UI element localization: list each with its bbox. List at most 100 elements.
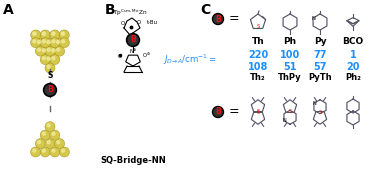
Text: t-Bu: t-Bu (147, 20, 158, 25)
Circle shape (45, 63, 55, 73)
Circle shape (52, 132, 55, 135)
Circle shape (52, 40, 55, 43)
Circle shape (127, 33, 139, 46)
Text: B: B (130, 35, 136, 44)
Circle shape (47, 124, 50, 127)
Circle shape (37, 40, 41, 44)
Circle shape (214, 108, 222, 116)
Circle shape (52, 149, 55, 152)
Circle shape (54, 46, 65, 56)
Text: SQ-Bridge-NN: SQ-Bridge-NN (100, 156, 166, 165)
Circle shape (40, 30, 50, 40)
Circle shape (50, 55, 60, 65)
Text: 100: 100 (280, 50, 300, 60)
Text: Py: Py (314, 37, 326, 46)
Circle shape (52, 57, 55, 60)
Text: A: A (3, 3, 14, 17)
Circle shape (40, 38, 50, 48)
Circle shape (52, 32, 55, 35)
Circle shape (61, 32, 65, 35)
Circle shape (33, 149, 36, 152)
Text: 57: 57 (313, 62, 327, 72)
Text: S: S (47, 71, 53, 80)
Text: B: B (215, 15, 221, 24)
Circle shape (45, 85, 55, 95)
Text: S: S (288, 109, 291, 114)
Circle shape (40, 47, 50, 57)
Text: PyTh: PyTh (308, 73, 332, 82)
Circle shape (59, 38, 70, 48)
Circle shape (50, 30, 60, 40)
Text: N: N (311, 15, 315, 21)
Text: O: O (121, 21, 125, 26)
Circle shape (42, 32, 45, 35)
Circle shape (36, 139, 45, 148)
Text: BCO: BCO (342, 37, 364, 46)
Circle shape (212, 107, 223, 118)
Text: O: O (118, 54, 122, 59)
Circle shape (37, 48, 40, 51)
Circle shape (47, 65, 50, 68)
Text: S: S (47, 86, 53, 94)
Circle shape (47, 48, 50, 51)
Text: 20: 20 (346, 62, 360, 72)
Circle shape (45, 55, 55, 65)
Circle shape (59, 30, 69, 40)
Circle shape (212, 14, 223, 24)
Text: B: B (105, 3, 116, 17)
Text: 51: 51 (283, 62, 297, 72)
Circle shape (36, 46, 45, 56)
Circle shape (36, 38, 45, 48)
Circle shape (40, 147, 50, 157)
Circle shape (45, 139, 55, 148)
Text: $\rm Tp^{Cum,Me}Zn$: $\rm Tp^{Cum,Me}Zn$ (113, 8, 147, 18)
Text: S: S (256, 109, 260, 114)
Text: $J_{D\!\rightarrow\! A}$$/\mathrm{cm}^{-1}=$: $J_{D\!\rightarrow\! A}$$/\mathrm{cm}^{-… (163, 53, 217, 67)
Circle shape (37, 141, 40, 144)
Text: C: C (200, 3, 210, 17)
Circle shape (57, 48, 60, 51)
Text: Ph₂: Ph₂ (345, 73, 361, 82)
Circle shape (52, 49, 55, 52)
Circle shape (40, 130, 50, 140)
Text: S: S (318, 110, 322, 115)
Circle shape (47, 40, 50, 44)
Circle shape (33, 32, 36, 35)
Text: Th₂: Th₂ (250, 73, 266, 82)
Text: S: S (256, 24, 260, 30)
Circle shape (50, 38, 60, 48)
Circle shape (50, 47, 60, 57)
Circle shape (50, 130, 60, 140)
Circle shape (31, 147, 40, 157)
Circle shape (45, 38, 55, 48)
Circle shape (42, 40, 45, 43)
Circle shape (42, 132, 45, 135)
Text: N: N (282, 118, 286, 123)
Circle shape (62, 40, 65, 43)
Text: 108: 108 (248, 62, 268, 72)
Text: B: B (215, 107, 221, 116)
Text: =: = (229, 12, 240, 26)
Circle shape (42, 49, 45, 52)
Text: 1: 1 (350, 50, 356, 60)
Text: O: O (137, 20, 141, 25)
Circle shape (214, 15, 222, 23)
Circle shape (62, 149, 65, 152)
Circle shape (45, 46, 55, 56)
Circle shape (43, 84, 56, 96)
Text: 77: 77 (313, 50, 327, 60)
Text: Th: Th (252, 37, 264, 46)
Circle shape (56, 40, 60, 44)
Text: B: B (47, 86, 53, 94)
Circle shape (59, 147, 70, 157)
Circle shape (54, 139, 65, 148)
Text: Ph: Ph (284, 37, 297, 46)
Circle shape (128, 35, 138, 45)
Text: S: S (256, 110, 260, 115)
Circle shape (45, 122, 55, 132)
Circle shape (42, 149, 45, 152)
Text: =: = (229, 105, 240, 118)
Circle shape (42, 57, 45, 60)
Text: $\rm N^{\oplus}$: $\rm N^{\oplus}$ (129, 47, 137, 56)
Text: 220: 220 (248, 50, 268, 60)
